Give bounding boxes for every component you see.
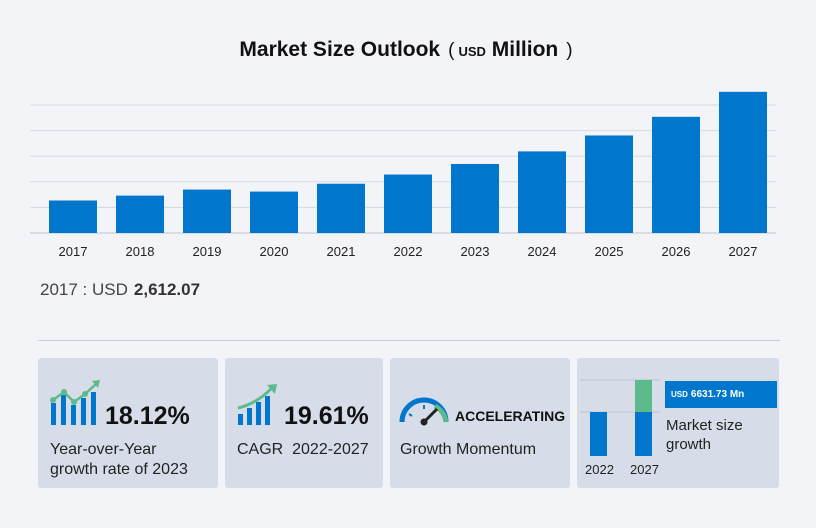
bar-2027 bbox=[719, 91, 767, 233]
yoy-label-line2: growth rate of 2023 bbox=[50, 461, 188, 478]
base-value: 2,612.07 bbox=[133, 280, 201, 299]
speedometer-icon bbox=[399, 397, 449, 426]
market-growth-line2: growth bbox=[666, 436, 712, 453]
market-growth-badge: USD 6631.73 Mn bbox=[665, 381, 777, 408]
market-growth-label: Market size growth bbox=[666, 416, 743, 454]
mini-growth-chart bbox=[580, 379, 660, 456]
mini-bar-2027-growth bbox=[635, 380, 652, 412]
yoy-label-line1: Year-over-Year bbox=[50, 441, 157, 458]
mini-year-start: 2022 bbox=[585, 462, 614, 477]
tick-label-2027: 2027 bbox=[729, 244, 758, 259]
mini-year-end: 2027 bbox=[630, 462, 659, 477]
bar-2021 bbox=[317, 183, 365, 233]
tick-label-2017: 2017 bbox=[59, 244, 88, 259]
momentum-status: ACCELERATING bbox=[455, 408, 566, 424]
bar-2022 bbox=[384, 174, 432, 233]
tick-label-2025: 2025 bbox=[595, 244, 624, 259]
bar-2017 bbox=[49, 200, 97, 233]
tick-label-2024: 2024 bbox=[528, 244, 557, 259]
title-main: Market Size Outlook bbox=[239, 38, 441, 61]
rising-bars-icon bbox=[237, 384, 277, 425]
bar-2025 bbox=[585, 135, 633, 233]
bar-2019 bbox=[183, 189, 231, 233]
title-unit: USD bbox=[458, 44, 486, 59]
momentum-label: Growth Momentum bbox=[400, 441, 537, 458]
momentum-card bbox=[390, 358, 570, 488]
yoy-label: Year-over-Year growth rate of 2023 bbox=[50, 440, 188, 480]
title-paren-open: ( bbox=[448, 40, 455, 61]
yoy-value: 18.12% bbox=[105, 402, 190, 430]
tick-label-2019: 2019 bbox=[193, 244, 222, 259]
bar-chart: 2017 2018 2019 2020 2021 2022 2023 2024 2025 2026… bbox=[30, 91, 776, 259]
tick-label-2020: 2020 bbox=[260, 244, 289, 259]
market-growth-value: 6631.73 Mn bbox=[690, 389, 745, 400]
bar-trend-icon bbox=[50, 380, 100, 425]
tick-label-2018: 2018 bbox=[126, 244, 155, 259]
tick-label-2026: 2026 bbox=[662, 244, 691, 259]
tick-label-2022: 2022 bbox=[394, 244, 423, 259]
tick-label-2023: 2023 bbox=[461, 244, 490, 259]
mini-bar-2022 bbox=[590, 412, 607, 456]
bar-2018 bbox=[116, 195, 164, 233]
market-growth-line1: Market size bbox=[666, 417, 743, 434]
title-paren-close: ) bbox=[566, 40, 573, 61]
base-label: 2017 : USD bbox=[40, 280, 128, 299]
cagr-value: 19.61% bbox=[284, 402, 369, 430]
base-year-value: 2017 : USD 2,612.07 bbox=[40, 280, 200, 300]
mini-bar-2027-base bbox=[635, 412, 652, 456]
bar-2020 bbox=[250, 191, 298, 233]
title-million: Million bbox=[491, 38, 559, 61]
tick-label-2021: 2021 bbox=[327, 244, 356, 259]
yoy-card bbox=[38, 358, 218, 488]
bar-2026 bbox=[652, 116, 700, 233]
cagr-label: CAGR 2022-2027 bbox=[237, 441, 369, 458]
section-divider bbox=[38, 340, 780, 341]
chart-title: Market Size Outlook (USD Million) bbox=[0, 38, 816, 62]
market-growth-unit: USD bbox=[671, 390, 688, 399]
bar-2024 bbox=[518, 151, 566, 233]
bar-2023 bbox=[451, 163, 499, 233]
